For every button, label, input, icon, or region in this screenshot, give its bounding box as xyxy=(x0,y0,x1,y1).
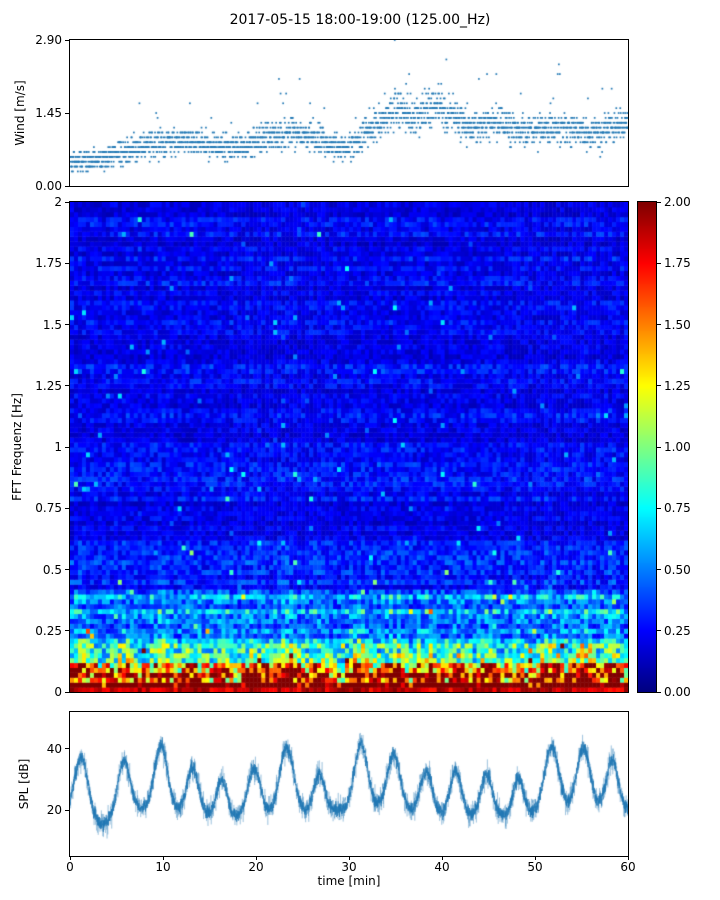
tick-mark xyxy=(657,446,661,448)
tick-label: 40 xyxy=(434,860,450,874)
tick-mark xyxy=(65,630,69,632)
tick-mark xyxy=(627,856,629,860)
tick-label: 1.25 xyxy=(35,378,62,393)
tick-label: 0.00 xyxy=(35,179,62,193)
tick-label: 2 xyxy=(54,195,62,209)
tick-mark xyxy=(65,324,69,325)
tick-mark xyxy=(65,446,69,448)
tick-mark xyxy=(65,809,69,811)
tick-label: 30 xyxy=(341,860,357,874)
tick-label: 1.75 xyxy=(35,256,62,271)
tick-label: 50 xyxy=(527,860,543,874)
colorbar-tick-label: 2.00 xyxy=(664,195,691,209)
tick-mark xyxy=(534,856,536,860)
tick-mark xyxy=(657,262,661,264)
spectrogram-plot xyxy=(69,201,629,693)
tick-mark xyxy=(657,201,661,203)
tick-mark xyxy=(657,385,661,387)
tick-label: 60 xyxy=(620,860,636,874)
colorbar-tick-label: 1.00 xyxy=(664,440,691,454)
tick-mark xyxy=(65,691,69,693)
tick-mark xyxy=(657,324,661,325)
tick-label: 1.5 xyxy=(42,317,62,332)
colorbar-tick-label: 0.25 xyxy=(664,623,691,638)
colorbar-tick-label: 0.50 xyxy=(664,562,691,577)
chart-title: 2017-05-15 18:00-19:00 (125.00_Hz) xyxy=(229,12,491,28)
wind-scatter-plot xyxy=(69,39,629,187)
tick-mark xyxy=(162,856,164,860)
tick-mark xyxy=(255,856,257,860)
tick-label: 0.75 xyxy=(35,501,62,516)
tick-mark xyxy=(657,507,661,509)
tick-mark xyxy=(441,856,443,860)
x-axis-label: time [min] xyxy=(317,874,381,888)
wind-scatter-canvas xyxy=(70,40,628,186)
tick-label: 20 xyxy=(46,803,62,818)
tick-mark xyxy=(65,112,69,114)
tick-mark xyxy=(65,569,69,570)
colorbar-tick-label: 0.75 xyxy=(664,501,691,516)
colorbar-tick-label: 1.75 xyxy=(664,256,691,271)
tick-label: 0 xyxy=(54,685,62,699)
spl-y-axis-label: SPL [dB] xyxy=(17,758,31,810)
spectrogram-canvas xyxy=(70,202,628,692)
tick-mark xyxy=(65,748,69,750)
spl-line-plot xyxy=(69,711,629,857)
colorbar-tick-label: 1.25 xyxy=(664,378,691,393)
tick-mark xyxy=(65,262,69,264)
colorbar-canvas xyxy=(638,202,656,692)
tick-mark xyxy=(657,569,661,570)
tick-mark xyxy=(65,201,69,203)
tick-mark xyxy=(348,856,350,860)
tick-label: 40 xyxy=(46,741,62,756)
tick-label: 0.25 xyxy=(35,623,62,638)
tick-mark xyxy=(69,856,71,860)
spl-line-canvas xyxy=(70,712,628,856)
tick-mark xyxy=(65,385,69,387)
tick-mark xyxy=(657,691,661,693)
tick-label: 10 xyxy=(155,860,171,874)
colorbar xyxy=(637,201,657,693)
colorbar-tick-label: 1.50 xyxy=(664,317,691,332)
tick-label: 0 xyxy=(66,860,74,874)
tick-label: 1 xyxy=(54,440,62,454)
tick-label: 2.90 xyxy=(35,33,62,47)
tick-mark xyxy=(65,185,69,187)
tick-mark xyxy=(657,630,661,632)
tick-mark xyxy=(65,39,69,41)
tick-label: 1.45 xyxy=(35,106,62,120)
tick-label: 20 xyxy=(248,860,264,874)
tick-mark xyxy=(65,507,69,509)
colorbar-tick-label: 0.00 xyxy=(664,685,691,699)
tick-label: 0.5 xyxy=(42,562,62,577)
